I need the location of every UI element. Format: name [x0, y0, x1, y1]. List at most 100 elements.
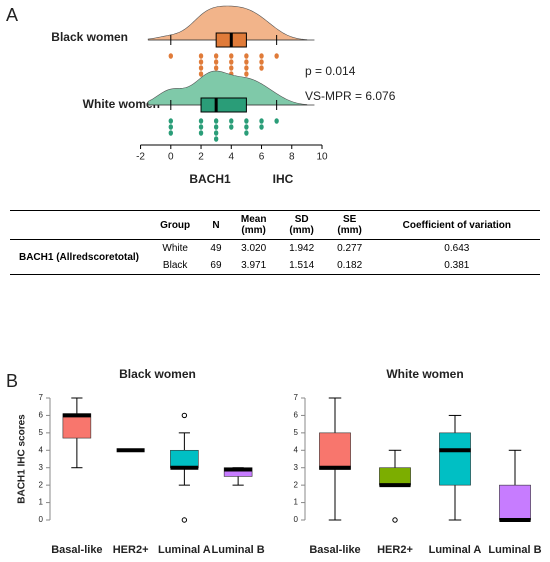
y-label: BACH1 IHC scores: [17, 414, 28, 504]
cell: 0.182: [325, 257, 374, 275]
point: [198, 65, 204, 71]
point: [274, 118, 279, 124]
point: [198, 130, 204, 136]
x-tick-label: Luminal B: [212, 544, 265, 556]
cell: 0.277: [337, 243, 363, 254]
box: [499, 484, 531, 521]
x-tick-label: 2: [198, 152, 204, 163]
box: [319, 432, 351, 470]
table-header: SE (mm): [325, 210, 374, 240]
table-header: Coefficient of variation: [373, 210, 540, 240]
point: [259, 124, 264, 130]
cell: 69: [202, 257, 230, 275]
y-tick-label: 7: [39, 393, 44, 402]
annotation: VS-MPR = 6.076: [305, 89, 396, 103]
outlier: [392, 517, 398, 523]
cell: 1.514: [277, 257, 326, 275]
x-tick-label: 6: [259, 152, 265, 163]
x-label: BACH1: [189, 172, 231, 186]
panel-label: B: [6, 371, 18, 391]
point: [244, 124, 249, 130]
outlier: [181, 412, 188, 419]
point: [274, 53, 279, 59]
annotation: p = 0.014: [305, 64, 356, 78]
point: [198, 118, 204, 124]
cell: 49: [210, 243, 222, 254]
point: [259, 59, 264, 65]
y-tick-label: 6: [294, 411, 299, 420]
cell: White: [162, 243, 188, 254]
point: [259, 53, 264, 59]
point: [213, 59, 219, 65]
point: [168, 118, 173, 124]
y-tick-label: 6: [39, 411, 44, 420]
point: [198, 59, 204, 65]
y-tick-label: 3: [39, 463, 44, 472]
y-tick-label: 2: [294, 480, 299, 489]
point: [244, 65, 249, 71]
x-tick-label: HER2+: [377, 544, 413, 556]
point: [198, 71, 204, 77]
table-header: N: [202, 210, 230, 240]
point: [244, 59, 249, 65]
x-tick-label: Basal-like: [51, 544, 102, 556]
cell: 0.643: [444, 243, 470, 254]
cell: 1.942: [289, 243, 315, 254]
x-tick-label: 0: [168, 152, 174, 163]
point: [213, 53, 219, 59]
point: [229, 118, 234, 124]
y-tick-label: 0: [294, 515, 299, 524]
y-tick-label: 4: [294, 445, 299, 454]
point: [229, 65, 234, 71]
stats-table: Group N Mean (mm) SD (mm) SE (mm) Coeffi…: [10, 210, 540, 275]
point: [213, 130, 219, 136]
x-tick-label: Luminal B: [488, 544, 541, 556]
point: [198, 124, 204, 130]
box: [62, 413, 92, 439]
point: [244, 53, 249, 59]
box: [439, 432, 471, 486]
point: [244, 130, 249, 136]
y-tick-label: 1: [294, 498, 299, 507]
cell: 0.381: [373, 257, 540, 275]
chart-title: Black women: [119, 367, 196, 381]
cell: Black: [148, 257, 203, 275]
cell: 3.971: [229, 257, 278, 275]
chart-title: White women: [386, 367, 463, 381]
x-tick-label: 10: [316, 152, 328, 163]
point: [229, 53, 234, 59]
y-tick-label: 3: [294, 463, 299, 472]
y-tick-label: 0: [39, 515, 44, 524]
point: [168, 130, 173, 136]
x-tick-label: 4: [228, 152, 234, 163]
panel-label: A: [6, 5, 18, 25]
x-tick-label: Luminal A: [429, 544, 482, 556]
x-tick-label: Basal-like: [309, 544, 360, 556]
table-header: Group: [148, 210, 203, 240]
table-header: Mean (mm): [229, 210, 278, 240]
y-tick-label: 7: [294, 393, 299, 402]
density: [147, 70, 308, 106]
point: [259, 65, 264, 71]
y-tick-label: 4: [39, 445, 44, 454]
x-tick-label: 8: [289, 152, 295, 163]
x-tick-label: -2: [136, 152, 145, 163]
point: [229, 59, 234, 65]
x-tick-label: Luminal A: [158, 544, 211, 556]
cell: 3.020: [241, 243, 267, 254]
point: [244, 118, 249, 124]
group-label: Black women: [51, 30, 128, 44]
point: [168, 124, 173, 130]
point: [168, 53, 173, 59]
x-label: IHC: [273, 172, 294, 186]
box: [170, 449, 199, 469]
y-tick-label: 5: [39, 428, 44, 437]
box: [379, 467, 411, 486]
point: [229, 124, 234, 130]
y-tick-label: 2: [39, 480, 44, 489]
y-tick-label: 5: [294, 428, 299, 437]
table-header: SD (mm): [277, 210, 326, 240]
row-label: BACH1 (Allredscoretotal): [10, 239, 148, 275]
